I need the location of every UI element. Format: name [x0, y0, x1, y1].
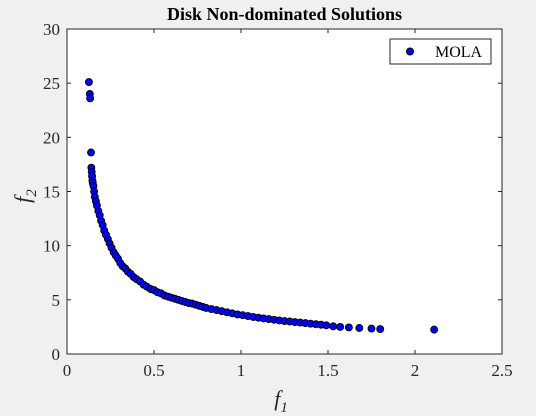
y-tick-label: 10: [43, 237, 60, 256]
data-point: [322, 321, 331, 330]
y-tick-label: 5: [52, 291, 61, 310]
legend-marker-circle: [406, 47, 414, 56]
y-tick-label: 0: [52, 345, 61, 364]
legend-label-mola: MOLA: [435, 44, 483, 61]
legend: MOLA: [389, 38, 492, 65]
data-point: [329, 322, 338, 331]
data-point: [87, 148, 95, 157]
chart-title: Disk Non-dominated Solutions: [167, 4, 402, 24]
data-point: [430, 325, 439, 334]
x-axis-ticks: 0 0.5 1 1.5 2 2.5: [63, 29, 513, 380]
y-axis-label-subscript: 2: [24, 189, 40, 197]
y-tick-label: 25: [43, 74, 60, 93]
data-point: [86, 94, 95, 103]
x-tick-label: 1: [237, 361, 246, 380]
x-axis-label-subscript: 1: [280, 400, 288, 416]
y-axis-label: f2: [10, 189, 40, 203]
x-axis-label: f1: [274, 386, 288, 416]
y-axis-label-base: f: [10, 194, 35, 203]
x-tick-label: 2.5: [491, 361, 512, 380]
data-point: [344, 323, 353, 332]
data-point: [355, 324, 364, 332]
y-tick-label: 30: [43, 20, 60, 39]
x-tick-label: 1.5: [317, 361, 338, 380]
x-tick-label: 0.5: [143, 361, 164, 380]
y-tick-label: 15: [43, 183, 60, 202]
data-point: [376, 325, 385, 334]
data-point: [84, 78, 93, 87]
x-tick-label: 2: [411, 361, 420, 380]
data-point: [336, 322, 345, 331]
x-tick-label: 0: [63, 361, 72, 380]
data-points: [84, 78, 439, 334]
y-axis-ticks: 0 5 10 15 20 25 30: [43, 20, 502, 364]
x-axis-label-base: f: [274, 386, 283, 411]
plot-area: [66, 28, 503, 355]
data-point: [367, 324, 376, 333]
y-tick-label: 20: [43, 128, 60, 147]
